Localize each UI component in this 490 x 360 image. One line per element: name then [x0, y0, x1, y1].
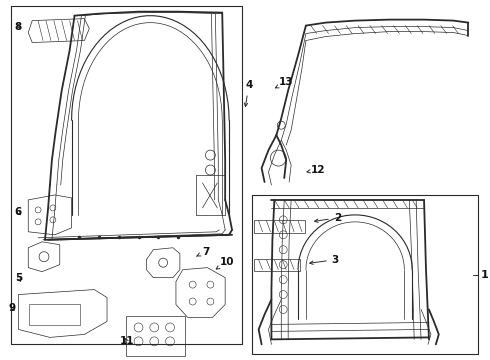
Text: 9: 9: [9, 302, 16, 312]
Text: 1: 1: [481, 270, 489, 280]
Text: 4: 4: [245, 80, 252, 107]
Text: 12: 12: [307, 165, 325, 175]
Text: 11: 11: [120, 336, 134, 346]
Text: 3: 3: [310, 255, 339, 265]
Text: 6: 6: [15, 207, 22, 217]
Text: 13: 13: [275, 77, 294, 88]
Text: 7: 7: [196, 247, 209, 257]
Text: 5: 5: [15, 273, 22, 283]
Text: 10: 10: [216, 257, 234, 269]
Text: 8: 8: [15, 22, 22, 32]
Text: 2: 2: [315, 213, 341, 223]
